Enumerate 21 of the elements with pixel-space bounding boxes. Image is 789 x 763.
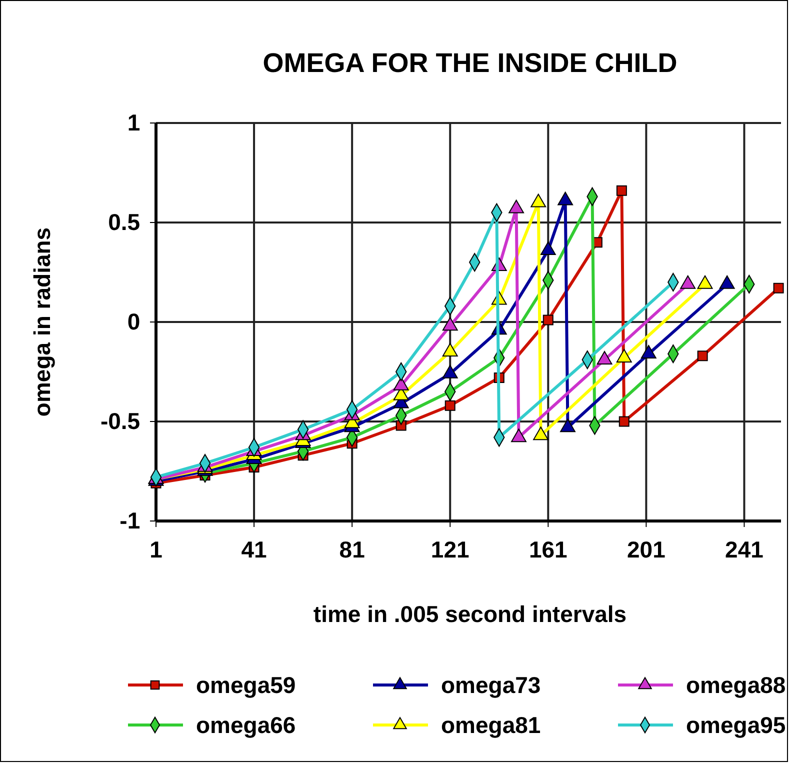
y-tick-label: -1 xyxy=(120,507,140,534)
legend-label: omega66 xyxy=(196,712,296,738)
x-tick-label: 41 xyxy=(241,536,268,563)
legend-label: omega88 xyxy=(686,672,786,698)
x-tick-label: 1 xyxy=(150,536,163,563)
y-axis-title: omega in radians xyxy=(29,227,55,417)
y-tick-label: 0 xyxy=(127,308,140,334)
y-tick-label: 1 xyxy=(127,109,140,136)
legend-label: omega95 xyxy=(686,712,786,738)
legend-label: omega81 xyxy=(441,712,541,738)
x-tick-label: 161 xyxy=(528,536,568,563)
x-tick-label: 241 xyxy=(725,536,764,563)
y-tick-label: -0.5 xyxy=(100,408,140,434)
x-tick-label: 81 xyxy=(339,536,366,563)
x-axis-title: time in .005 second intervals xyxy=(313,601,627,627)
x-tick-label: 201 xyxy=(627,536,666,563)
legend-label: omega73 xyxy=(441,672,541,698)
y-tick-label: 0.5 xyxy=(108,208,140,235)
x-tick-label: 121 xyxy=(430,536,470,563)
legend-label: omega59 xyxy=(196,672,296,698)
chart-title: OMEGA FOR THE INSIDE CHILD xyxy=(262,48,678,78)
